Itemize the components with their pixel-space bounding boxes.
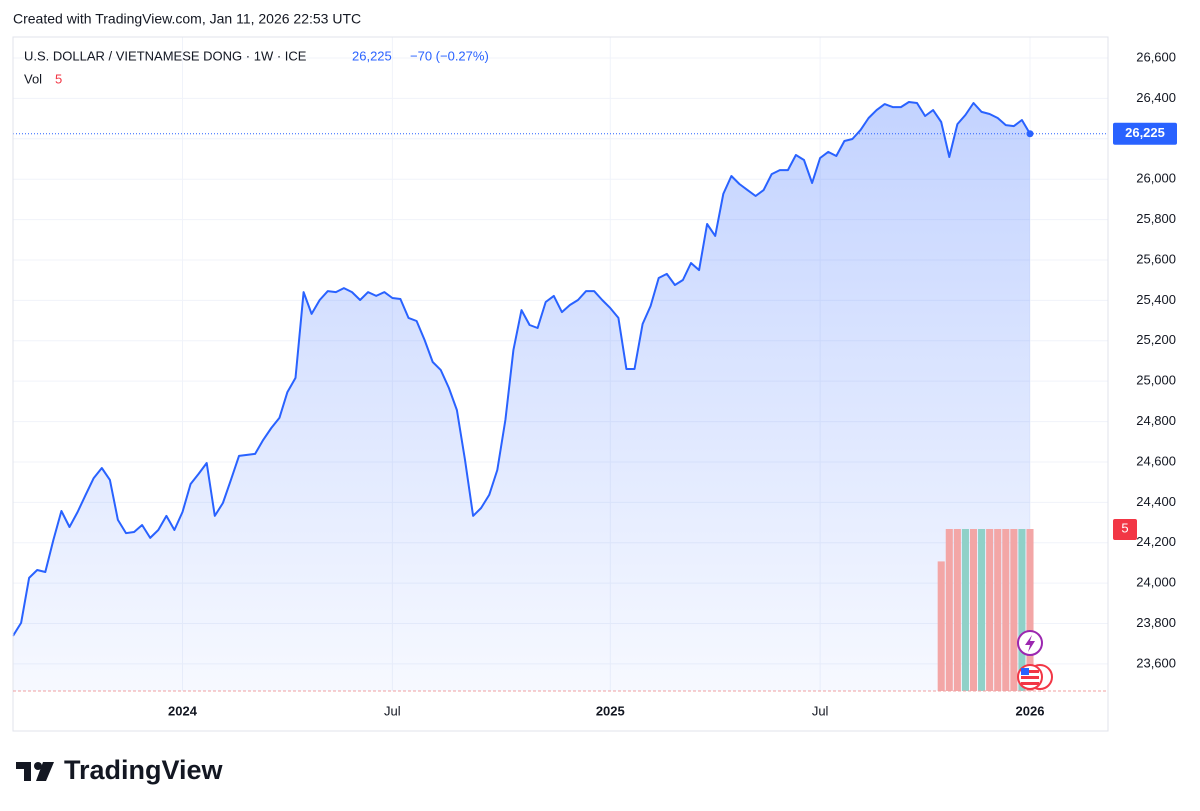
y-tick-label: 25,800: [1136, 211, 1176, 226]
volume-axis-label: 5: [1121, 520, 1128, 535]
area-fill: [13, 102, 1030, 691]
x-tick-label: 2025: [596, 703, 625, 718]
y-tick-label: 24,200: [1136, 534, 1176, 549]
plot: [12, 37, 1108, 691]
y-tick-label: 25,200: [1136, 332, 1176, 347]
volume-bar: [1026, 529, 1034, 691]
y-tick-label: 26,400: [1136, 90, 1176, 105]
y-tick-label: 23,600: [1136, 655, 1176, 670]
y-tick-label: 24,400: [1136, 494, 1176, 509]
volume-bar: [978, 529, 986, 691]
chart-title: U.S. DOLLAR / VIETNAMESE DONG · 1W · ICE: [24, 48, 307, 63]
last-price-box: [1113, 122, 1177, 145]
y-tick-label: 25,600: [1136, 251, 1176, 266]
y-tick-label: 24,800: [1136, 413, 1176, 428]
volume-bar: [1002, 529, 1010, 691]
x-tick-label: Jul: [384, 703, 401, 718]
x-tick-label: 2024: [168, 703, 198, 718]
last-price-axis-label: 26,225: [1125, 125, 1165, 140]
volume-value: 5: [55, 71, 62, 86]
volume-bar: [961, 529, 969, 691]
y-tick-label: 25,000: [1136, 373, 1176, 388]
volume-bar: [1010, 529, 1018, 691]
created-note: Created with TradingView.com, Jan 11, 20…: [13, 11, 361, 27]
y-tick-label: 24,000: [1136, 575, 1176, 590]
volume-bar: [945, 529, 953, 691]
last-price: 26,225: [352, 48, 392, 63]
volume-name: Vol: [24, 71, 42, 86]
y-tick-label: 23,800: [1136, 615, 1176, 630]
volume-bar: [986, 529, 994, 691]
volume-bar: [1018, 529, 1026, 691]
volume-box: [1113, 519, 1137, 540]
price-change: −70 (−0.27%): [410, 48, 489, 63]
volume-bar: [969, 529, 978, 691]
volume-bar: [994, 529, 1002, 691]
y-tick-label: 26,000: [1136, 171, 1176, 186]
logo: TradingView: [16, 755, 224, 785]
volume-bar: [937, 561, 945, 691]
volume-bar: [953, 529, 961, 691]
brand: TradingView: [64, 755, 224, 785]
event-icons: [1017, 630, 1053, 690]
y-tick-label: 25,400: [1136, 292, 1176, 307]
x-tick-label: Jul: [812, 703, 829, 718]
x-tick-label: 2026: [1016, 703, 1045, 718]
last-point: [1026, 130, 1034, 138]
price-line: [12, 101, 1031, 637]
y-tick-label: 24,600: [1136, 453, 1176, 468]
y-tick-label: 26,600: [1136, 49, 1176, 64]
